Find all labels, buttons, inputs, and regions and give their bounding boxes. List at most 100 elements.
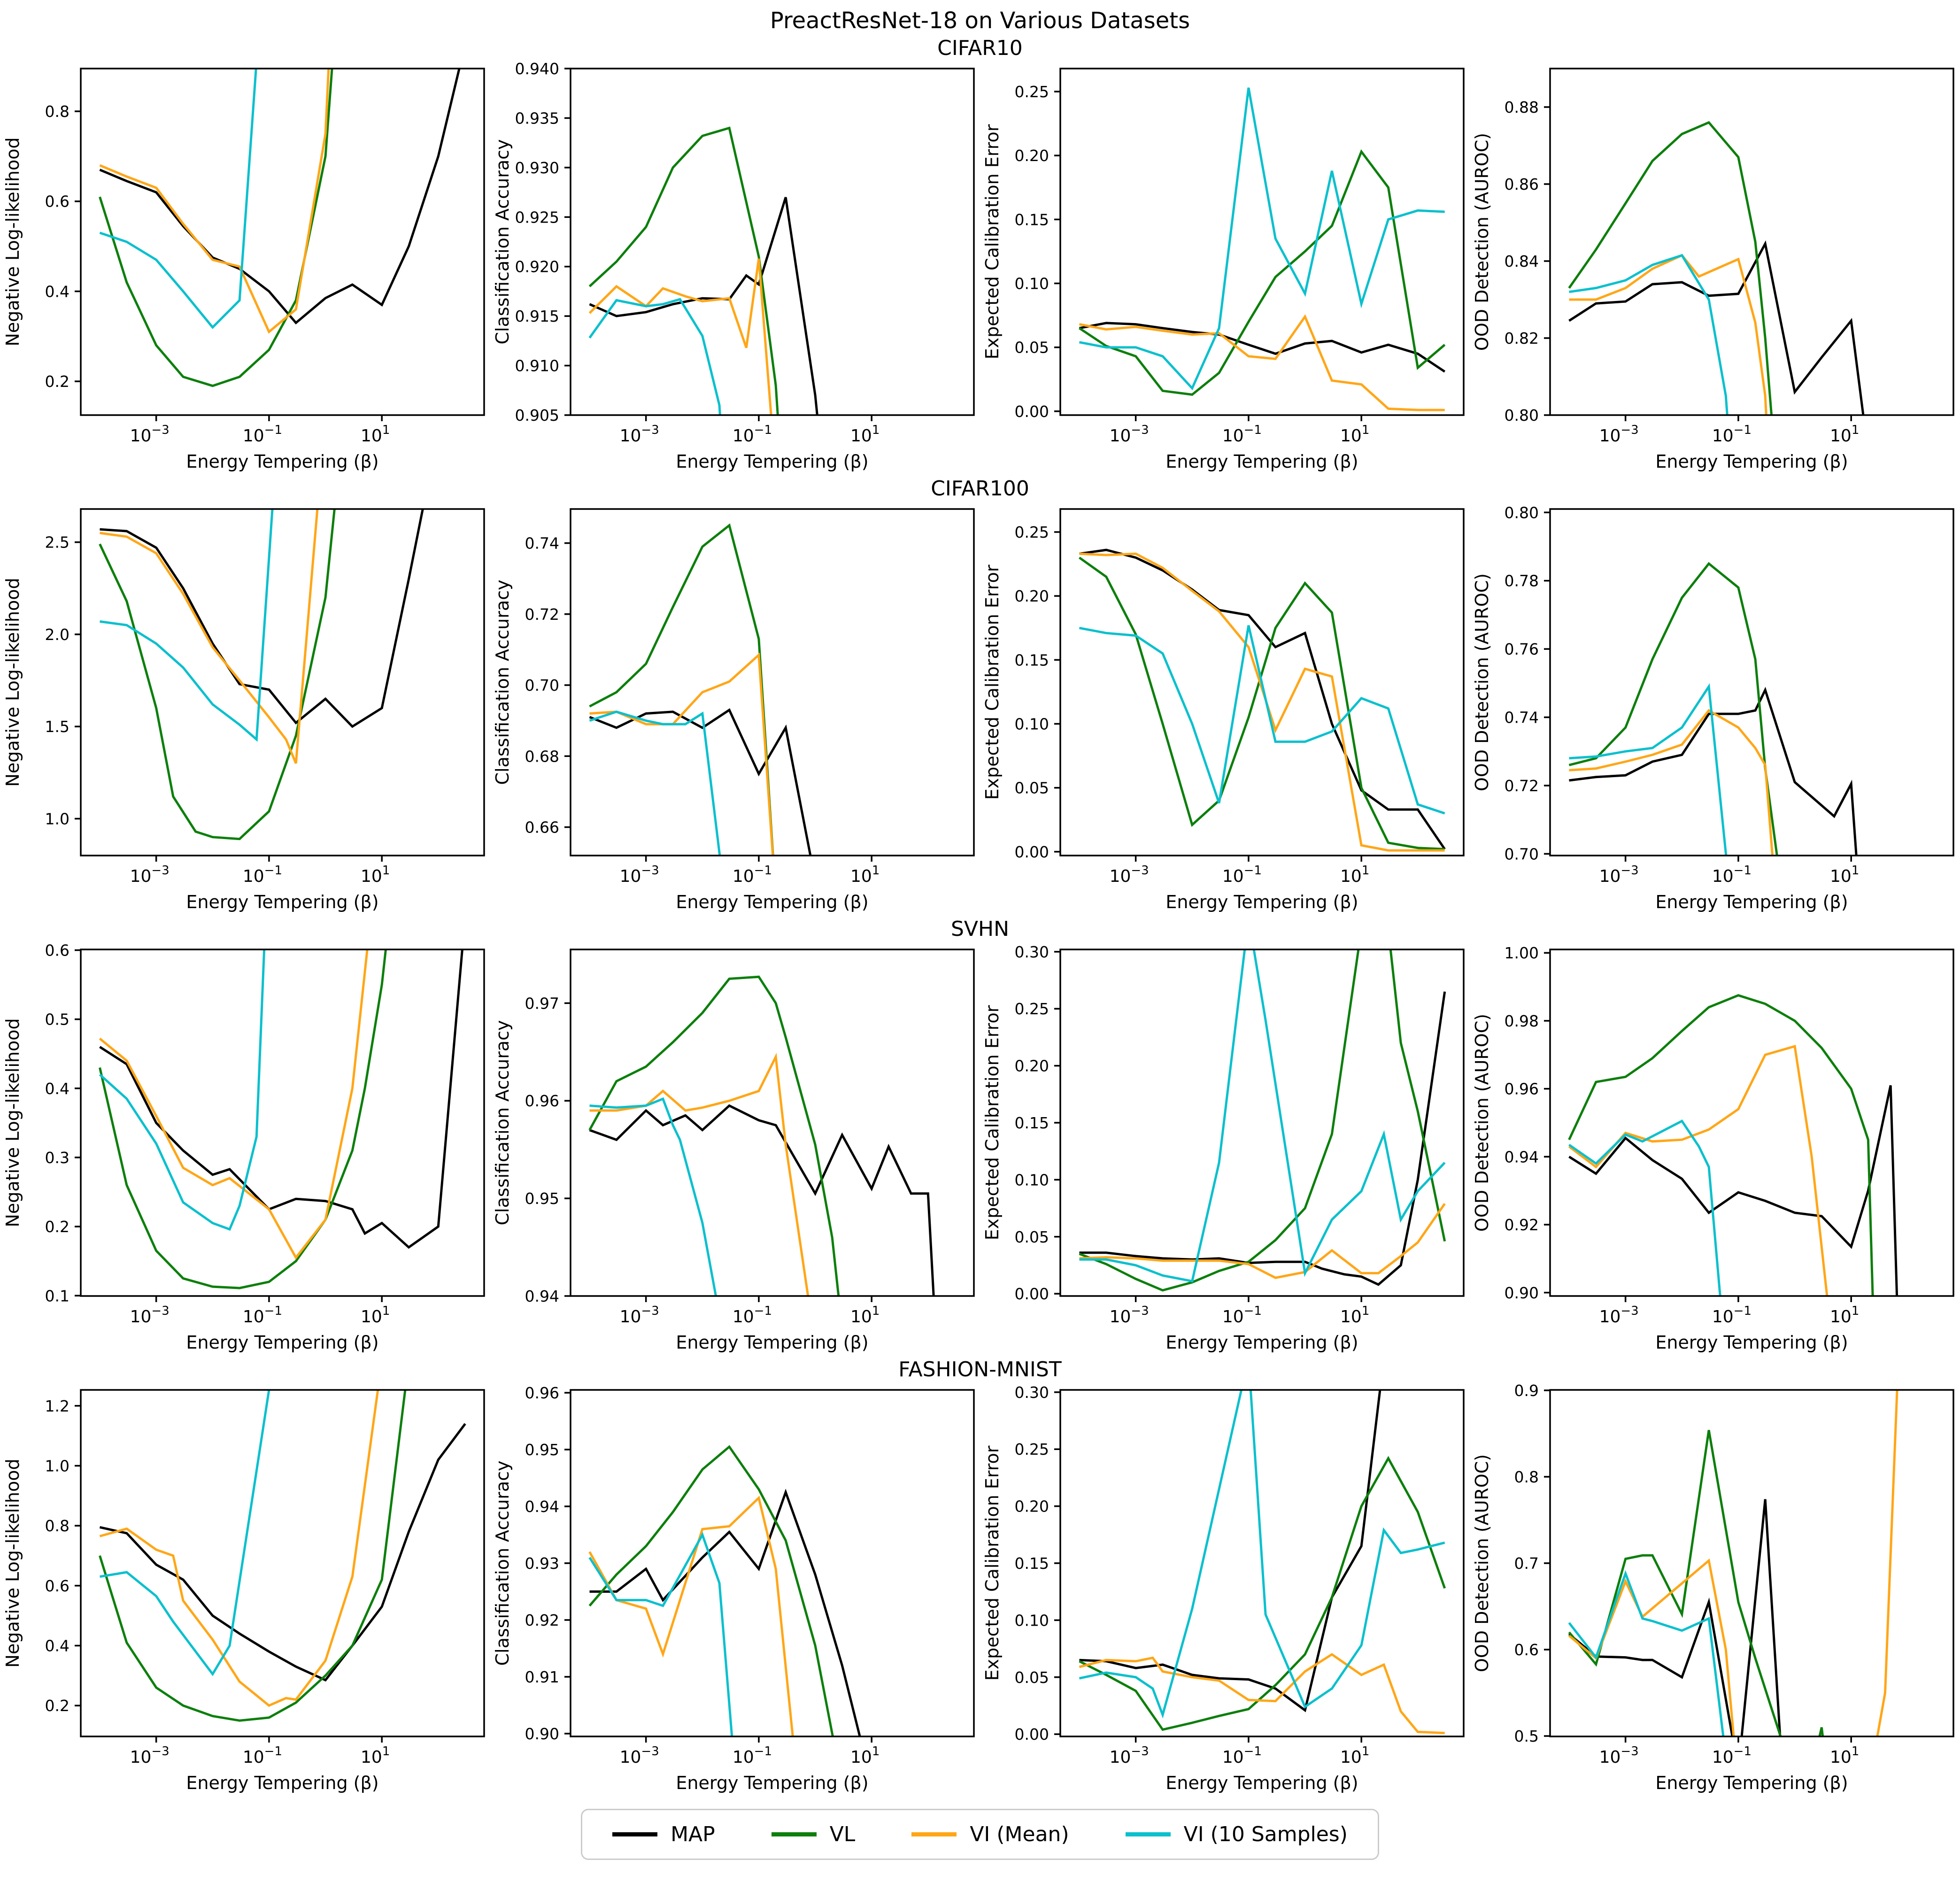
series-line-vi-mean-	[1079, 1203, 1446, 1279]
series-line-vi-10-samples-	[1568, 1570, 1725, 1736]
y-tick-label: 0.92	[525, 1611, 559, 1629]
x-tick-label: 10−3	[1599, 864, 1639, 886]
y-tick-label: 0.6	[45, 943, 69, 959]
y-tick-label: 0.930	[515, 159, 559, 177]
x-tick-label: 101	[850, 423, 880, 446]
series-line-vi-mean-	[1569, 709, 1774, 856]
y-tick-label: 0.920	[515, 258, 559, 276]
plot-area	[588, 975, 935, 1296]
x-tick-label: 10−3	[1599, 423, 1639, 446]
chart-cell: 0.00 0.05 0.10 0.15 0.20 0.25 0.30 10−3 10−1 101 E…	[980, 943, 1469, 1356]
y-tick-label: 1.5	[45, 717, 69, 736]
series-line-vi-10-samples-	[100, 509, 274, 742]
y-tick-label: 0.00	[1015, 843, 1049, 861]
axes-frame	[80, 508, 485, 856]
y-tick-label: 0.72	[525, 605, 559, 624]
x-axis-label: Energy Tempering (β)	[1655, 892, 1848, 912]
subplot-cifar100-acc: 0.66 0.68 0.70 0.72 0.74 10−3 10−1 101 Energy Te…	[492, 508, 975, 912]
y-axis-label: Classification Accuracy	[492, 580, 513, 785]
x-tick-label: 10−1	[1712, 864, 1752, 886]
x-tick-label: 10−1	[243, 1744, 282, 1767]
x-axis-label: Energy Tempering (β)	[676, 1332, 868, 1353]
y-tick-label: 0.940	[515, 62, 559, 78]
series-line-vl	[1079, 149, 1446, 396]
y-axis-label: OOD Detection (AUROC)	[1472, 573, 1492, 791]
y-axis-label: Expected Calibration Error	[982, 1005, 1003, 1240]
series-line-vi-10-samples-	[1079, 625, 1445, 815]
chart-row: 0.2 0.4 0.6 0.8 1.0 1.2 10−3 10−1 101 Energy Temp…	[0, 1383, 1960, 1797]
subplot-fashion-mnist-ece: 0.00 0.05 0.10 0.15 0.20 0.25 0.30 10−3 10−1 101 E…	[982, 1383, 1465, 1793]
y-tick-label: 0.05	[1015, 1668, 1049, 1687]
y-tick-label: 0.76	[1505, 640, 1539, 658]
y-tick-label: 0.66	[525, 818, 559, 837]
y-tick-label: 0.70	[525, 676, 559, 694]
legend-swatch-icon	[911, 1832, 957, 1836]
series-line-vl	[1079, 556, 1445, 850]
y-tick-label: 0.68	[525, 747, 559, 765]
x-axis-label: Energy Tempering (β)	[1165, 1773, 1358, 1793]
chart-cell: 0.2 0.4 0.6 0.8 1.0 1.2 10−3 10−1 101 Energy Temp…	[0, 1383, 490, 1797]
series-line-vi-mean-	[1079, 314, 1445, 411]
x-tick-label: 10−3	[1110, 1744, 1149, 1767]
y-tick-label: 0.905	[515, 406, 559, 424]
axes-frame	[570, 949, 975, 1297]
row-title-svhn: SVHN	[950, 917, 1010, 941]
chart-cell: 0.00 0.05 0.10 0.15 0.20 0.25 10−3 10−1 101 Energ…	[980, 502, 1469, 916]
series-line-map	[1569, 687, 1858, 856]
plot-area	[588, 126, 818, 415]
y-tick-label: 0.30	[1015, 943, 1049, 961]
series-line-vl	[588, 975, 840, 1296]
series-line-vi-mean-	[1568, 1390, 1898, 1736]
x-tick-label: 10−3	[620, 1744, 659, 1767]
x-tick-label: 101	[850, 864, 880, 886]
y-tick-label: 0.20	[1015, 587, 1049, 605]
axes-frame	[570, 1389, 975, 1737]
y-tick-label: 0.15	[1015, 210, 1049, 229]
plot-area	[1568, 562, 1858, 856]
legend-label: VI (10 Samples)	[1183, 1822, 1348, 1846]
y-tick-label: 0.00	[1015, 1285, 1049, 1303]
x-tick-label: 101	[1830, 864, 1859, 886]
series-line-vi-10-samples-	[589, 710, 721, 856]
subplot-cifar100-nll: 1.0 1.5 2.0 2.5 10−3 10−1 101 Energy Tempering …	[2, 508, 485, 912]
subplot-cifar10-acc: 0.905 0.910 0.915 0.920 0.925 0.930 0.935 0.940…	[492, 62, 975, 472]
chart-cell: 0.2 0.4 0.6 0.8 10−3 10−1 101 Energy Tempering …	[0, 62, 490, 475]
y-tick-label: 0.25	[1015, 1440, 1049, 1458]
x-tick-label: 101	[361, 1304, 390, 1327]
series-line-vl	[588, 1445, 834, 1736]
subplot-cifar10-ece: 0.00 0.05 0.10 0.15 0.20 0.25 10−3 10−1 101 Energ…	[982, 68, 1465, 472]
plot-area	[99, 1390, 466, 1722]
y-tick-label: 0.1	[45, 1287, 69, 1305]
x-axis-label: Energy Tempering (β)	[676, 1773, 868, 1793]
plot-area	[1568, 1390, 1898, 1736]
y-tick-label: 0.90	[1505, 1284, 1539, 1302]
chart-cell: 0.90 0.91 0.92 0.93 0.94 0.95 0.96 10−3 10−1 101 E…	[490, 1383, 980, 1797]
y-tick-label: 0.6	[45, 193, 69, 211]
x-axis-label: Energy Tempering (β)	[1655, 1773, 1848, 1793]
y-tick-label: 0.10	[1015, 1171, 1049, 1189]
x-tick-label: 10−1	[1222, 423, 1262, 446]
y-tick-label: 0.82	[1505, 329, 1539, 347]
plot-area	[589, 523, 812, 856]
x-tick-label: 10−1	[243, 423, 282, 446]
subplot-svhn-ood: 0.90 0.92 0.94 0.96 0.98 1.00 10−3 10−1 101 Energ…	[1472, 944, 1954, 1353]
series-line-map	[1568, 1499, 1782, 1736]
series-line-map	[1568, 1085, 1898, 1296]
x-tick-label: 10−1	[733, 1744, 772, 1767]
y-tick-label: 0.72	[1505, 777, 1539, 795]
y-tick-label: 0.4	[45, 1080, 69, 1098]
series-line-map	[1079, 991, 1446, 1286]
plot-area	[1079, 949, 1446, 1292]
y-tick-label: 0.25	[1015, 1000, 1049, 1018]
y-tick-label: 0.88	[1505, 98, 1539, 116]
series-line-vi-10-samples-	[589, 1097, 718, 1296]
legend-item-map: MAP	[612, 1822, 715, 1846]
y-tick-label: 0.25	[1015, 523, 1049, 541]
y-tick-label: 0.92	[1505, 1216, 1539, 1234]
y-axis-label: Negative Log-likelihood	[2, 137, 23, 346]
x-tick-label: 10−3	[130, 423, 170, 446]
plot-area	[1079, 87, 1446, 411]
y-tick-label: 0.2	[45, 1218, 69, 1236]
y-tick-label: 0.910	[515, 357, 559, 375]
